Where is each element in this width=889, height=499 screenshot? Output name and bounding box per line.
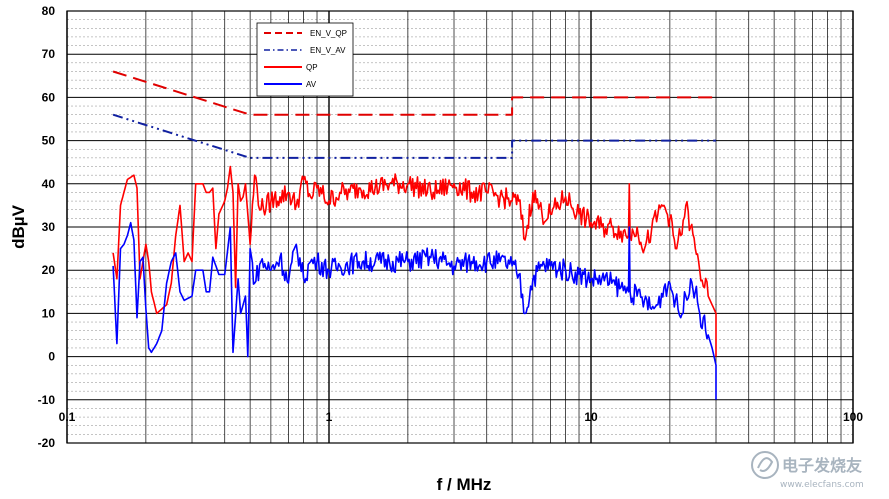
x-tick-label: 10	[584, 410, 598, 424]
series-layer	[112, 70, 717, 400]
watermark: 电子发烧友 www.elecfans.com	[751, 451, 864, 490]
series-line-en-v-av	[112, 113, 716, 159]
y-tick-label: 50	[42, 134, 56, 148]
y-axis-title: dBµV	[9, 204, 28, 248]
x-axis-title: f / MHz	[437, 475, 492, 494]
x-tick-label: 100	[843, 410, 863, 424]
legend: EN_V_QP EN_V_AV QP AV	[256, 22, 354, 97]
y-tick-label: 70	[42, 47, 56, 61]
y-tick-label: 60	[42, 90, 56, 104]
legend-label-qp: QP	[306, 63, 318, 72]
y-tick-label: 40	[42, 177, 56, 191]
plot-area-border	[66, 10, 854, 444]
legend-box	[256, 22, 354, 97]
y-tick-label: 20	[42, 263, 56, 277]
x-tick-label: 0.1	[59, 410, 76, 424]
y-tick-label: 80	[42, 4, 56, 18]
series-line-en-v-qp	[112, 70, 716, 116]
legend-label-av: AV	[306, 80, 317, 89]
legend-label-en-v-av: EN_V_AV	[310, 46, 346, 55]
y-tick-label: -10	[38, 393, 56, 407]
watermark-swoosh-icon	[757, 457, 774, 472]
watermark-logo-icon	[751, 451, 779, 479]
series-line-qp	[112, 165, 717, 357]
legend-label-en-v-qp: EN_V_QP	[310, 29, 347, 38]
series-line-av	[112, 221, 717, 400]
y-tick-label: -20	[38, 436, 56, 450]
y-tick-label: 30	[42, 220, 56, 234]
watermark-text: 电子发烧友	[782, 456, 863, 475]
y-tick-label: 10	[42, 306, 56, 320]
y-tick-label: 0	[48, 350, 55, 364]
x-tick-labels: 0.1 1 10 100	[59, 410, 864, 424]
watermark-url: www.elecfans.com	[780, 480, 864, 490]
y-tick-labels: 80 70 60 50 40 30 20 10 0 -10 -20	[38, 4, 56, 450]
x-tick-label: 1	[326, 410, 333, 424]
